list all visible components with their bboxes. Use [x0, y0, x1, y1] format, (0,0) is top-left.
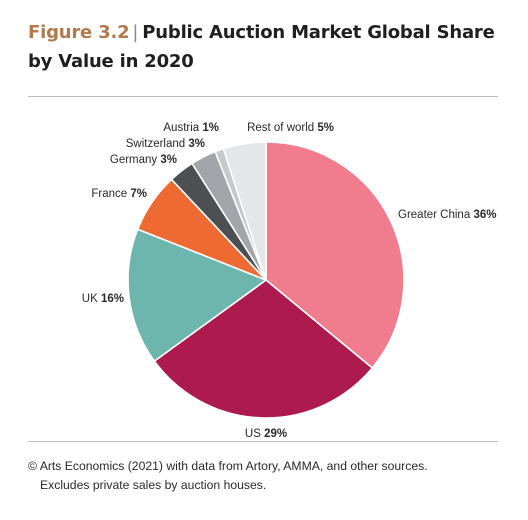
- pie-slice-uk: [127, 228, 267, 362]
- slice-label-value: 36%: [473, 209, 496, 221]
- pie-slice-us: [153, 279, 374, 419]
- figure-label: Figure 3.2: [28, 22, 130, 43]
- slice-label-name: Greater China: [398, 209, 473, 221]
- slice-label-name: Germany: [110, 154, 161, 166]
- slice-label-value: 3%: [188, 138, 205, 150]
- slice-label-rest-of-world: Rest of world 5%: [247, 122, 334, 134]
- slice-label-name: Austria: [163, 122, 202, 134]
- slice-label-uk: UK 16%: [82, 293, 124, 305]
- slice-label-germany: Germany 3%: [110, 154, 177, 166]
- slice-label-name: Switzerland: [126, 138, 189, 150]
- slice-label-value: 16%: [101, 293, 124, 305]
- slice-label-name: US: [245, 428, 264, 440]
- figure-separator: |: [132, 22, 139, 43]
- pie-slice-rest-of-world: [222, 141, 267, 281]
- pie-slice-greater-china: [265, 141, 405, 369]
- slice-label-value: 7%: [130, 188, 147, 200]
- pie-chart: Greater China 36% US 29% UK 16% France 7% Ge…: [82, 122, 497, 440]
- slice-label-value: 1%: [202, 122, 219, 134]
- slice-label-austria: Austria 1%: [163, 122, 219, 134]
- source-line-2: Excludes private sales by auction houses…: [40, 478, 267, 492]
- slice-label-name: UK: [82, 293, 101, 305]
- source-note: © Arts Economics (2021) with data from A…: [28, 457, 508, 495]
- figure-title-block: Figure 3.2 | Public Auction Market Global …: [28, 18, 508, 76]
- slice-label-greater-china: Greater China 36%: [398, 209, 496, 221]
- bottom-divider: [28, 441, 498, 442]
- slice-label-name: France: [91, 188, 130, 200]
- slice-label-name: Rest of world: [247, 122, 317, 134]
- figure-title: Public Auction Market Global Share by Va…: [28, 22, 495, 72]
- slice-label-france: France 7%: [91, 188, 147, 200]
- top-divider: [28, 96, 498, 97]
- slice-label-switzerland: Switzerland 3%: [126, 138, 205, 150]
- slice-label-value: 5%: [317, 122, 334, 134]
- source-line-1: © Arts Economics (2021) with data from A…: [28, 459, 428, 473]
- slice-label-us: US 29%: [245, 428, 287, 440]
- slice-label-value: 3%: [160, 154, 177, 166]
- slice-label-value: 29%: [264, 428, 287, 440]
